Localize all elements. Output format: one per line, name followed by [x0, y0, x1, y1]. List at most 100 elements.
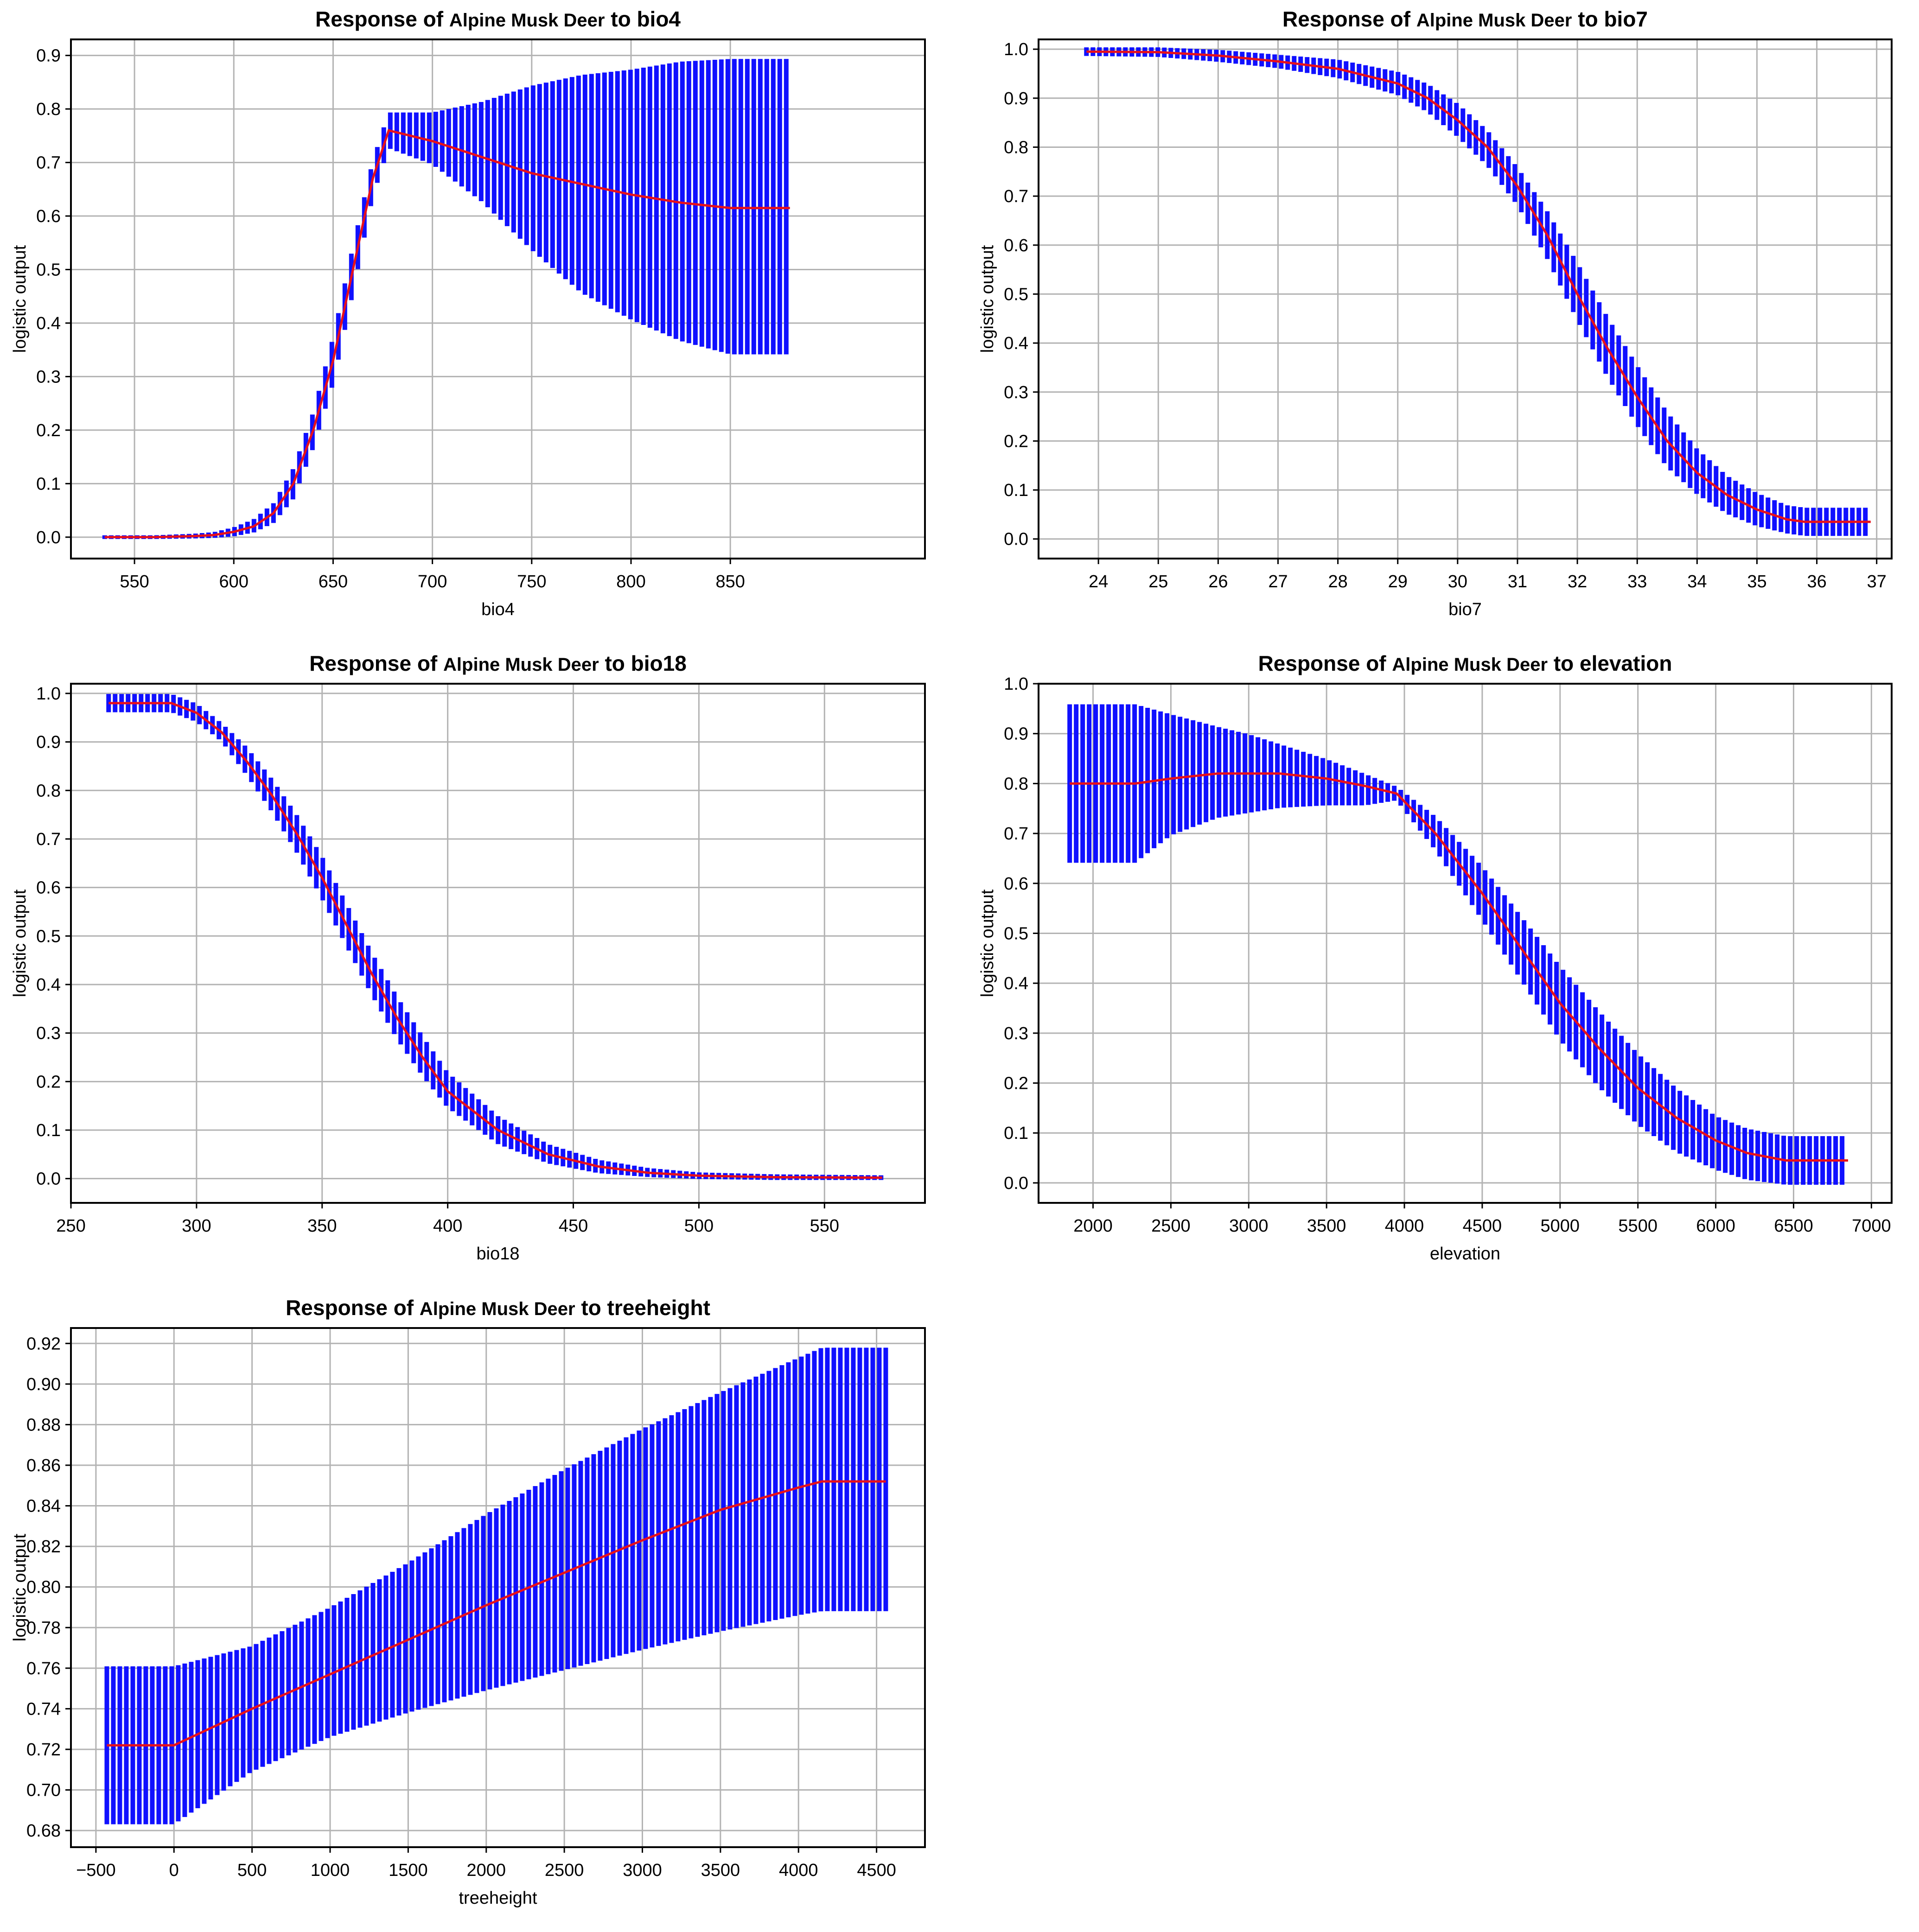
x-tick-label: 25 [1148, 572, 1168, 591]
band-bar [481, 1516, 486, 1691]
band-bar [1171, 715, 1176, 834]
band-bar [543, 83, 548, 263]
y-tick-label: 0.8 [1004, 774, 1028, 794]
band-bar [758, 59, 763, 355]
band-bar [1145, 707, 1150, 853]
band-bar [784, 59, 789, 355]
band-bar [427, 112, 432, 164]
band-bar [771, 59, 776, 355]
band-bar [312, 1615, 317, 1744]
x-tick-label: 32 [1568, 572, 1587, 591]
band-bar [1178, 717, 1183, 832]
plot-frame [70, 38, 926, 559]
band-bar [383, 1575, 389, 1720]
x-tick-label: 28 [1328, 572, 1347, 591]
band-bar [1158, 711, 1163, 844]
band-bar [364, 1586, 369, 1726]
x-tick-label: 850 [715, 572, 745, 591]
band-bar [455, 1532, 460, 1699]
band-bar [520, 1493, 525, 1681]
band-bar [777, 59, 782, 355]
x-tick-label: 2500 [1151, 1216, 1191, 1236]
y-tick-label: 0.7 [1004, 187, 1028, 206]
y-tick-label: 0.80 [26, 1578, 61, 1597]
x-tick-label: 31 [1508, 572, 1527, 591]
y-tick-label: 1.0 [36, 684, 61, 704]
band-bar [435, 1544, 440, 1704]
y-tick-label: 0.7 [36, 830, 61, 849]
band-bar [433, 112, 438, 167]
x-tick-label: 2000 [1073, 1216, 1113, 1236]
band-bar [883, 1347, 888, 1611]
band-bar [429, 1548, 434, 1706]
band-bar [1314, 756, 1319, 806]
band-bar [416, 1556, 421, 1710]
band-bar [1217, 727, 1222, 818]
band-bar [513, 1497, 518, 1683]
band-bar [461, 1528, 466, 1697]
band-bar [1677, 1091, 1683, 1154]
mean-response-line [107, 1480, 886, 1747]
band-bar [1353, 770, 1358, 806]
x-tick-label: 36 [1807, 572, 1826, 591]
band-bar [725, 59, 730, 354]
x-tick-label: 4500 [1463, 1216, 1502, 1236]
band-bar [306, 1618, 311, 1747]
x-tick-label: 24 [1089, 572, 1108, 591]
band-bar [585, 1457, 590, 1664]
band-bar [453, 108, 458, 182]
band-bar [1084, 47, 1089, 56]
band-bar [396, 1568, 402, 1716]
y-tick-label: 0.90 [26, 1375, 61, 1394]
x-tick-label: 7000 [1852, 1216, 1891, 1236]
y-axis-label: logistic output [978, 889, 997, 997]
y-tick-label: 0.8 [36, 100, 61, 119]
band-bar [478, 102, 484, 201]
band-bar [357, 1590, 363, 1728]
band-bar [1340, 765, 1345, 806]
x-tick-label: 3500 [1307, 1216, 1346, 1236]
y-tick-label: 0.3 [36, 367, 61, 387]
x-axis-label: bio7 [1448, 600, 1482, 619]
band-bar [680, 61, 685, 342]
band-bar [857, 1347, 862, 1611]
band-bar [712, 59, 717, 350]
y-tick-label: 0.68 [26, 1821, 61, 1841]
y-tick-label: 0.9 [1004, 724, 1028, 744]
band-bar [1294, 750, 1300, 807]
band-bar [559, 1471, 564, 1671]
band-bar [721, 1391, 726, 1631]
band-bar [693, 61, 698, 345]
band-bar [517, 89, 523, 239]
x-tick-label: 2500 [545, 1861, 584, 1880]
band-bar [370, 1582, 376, 1724]
band-bar [812, 1351, 817, 1613]
band-bar [550, 81, 555, 268]
y-tick-label: 0.0 [1004, 1174, 1028, 1193]
x-tick-label: 3000 [623, 1861, 662, 1880]
band-bar [474, 1520, 479, 1693]
band-bar [805, 1354, 810, 1614]
x-tick-label: 29 [1388, 572, 1408, 591]
band-bar [537, 84, 542, 257]
band-bar [500, 1505, 505, 1686]
band-bar [751, 59, 756, 355]
x-tick-label: 3500 [701, 1861, 740, 1880]
band-bar [459, 106, 464, 187]
band-bar [409, 1560, 414, 1712]
x-tick-label: 3000 [1229, 1216, 1269, 1236]
y-tick-label: 0.0 [36, 1169, 61, 1189]
band-bar [877, 1347, 882, 1611]
band-bar [1269, 741, 1274, 809]
x-tick-label: 5500 [1618, 1216, 1658, 1236]
y-tick-label: 0.0 [1004, 530, 1028, 549]
band-bar [332, 1605, 337, 1736]
chart-title: Response of Alpine Musk Deer to bio4 [315, 7, 681, 31]
band-bar [319, 1612, 324, 1741]
band-bar [448, 1536, 453, 1701]
band-bar [611, 1444, 616, 1658]
band-bar [630, 1434, 635, 1652]
band-bar [1184, 718, 1189, 830]
y-tick-label: 1.0 [1004, 40, 1028, 59]
response-chart-elevation: 2000 2500 3000 3500 4000 4500 5000 5500 6000 6500… [978, 651, 1893, 1264]
